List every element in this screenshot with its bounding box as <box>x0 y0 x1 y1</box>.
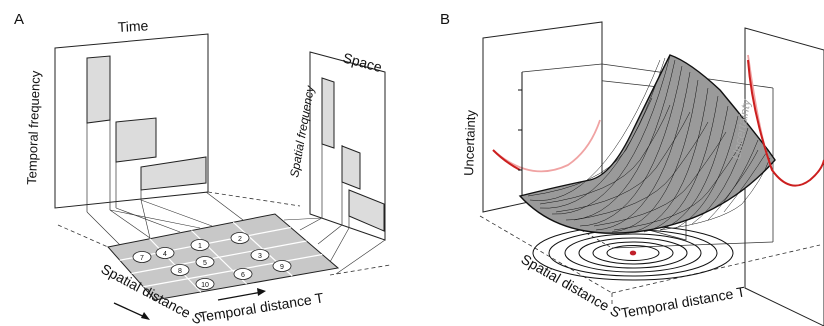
grid-circles: 7 4 1 2 8 5 3 6 9 10 <box>132 232 292 290</box>
grid-circle: 9 <box>272 260 292 272</box>
grid-circle: 2 <box>230 232 250 244</box>
floor-dashed-line <box>329 264 391 276</box>
uncertainty-axis-ticks <box>518 72 523 196</box>
svg-text:5: 5 <box>203 260 207 267</box>
panel-b-letter: B <box>440 11 450 28</box>
space-frequency-box <box>348 189 385 232</box>
temporal-distance-label: Temporal distance T <box>198 289 325 325</box>
svg-text:1: 1 <box>198 243 202 250</box>
contour-lines <box>532 225 734 281</box>
projection-curve-left-light <box>492 119 601 173</box>
projection-curve-right-dark <box>747 59 824 187</box>
time-frequency-box <box>140 156 207 191</box>
panel-a-letter: A <box>14 11 24 28</box>
grid-circle: 5 <box>195 256 215 268</box>
floor-dashed-line <box>207 191 301 207</box>
time-title: Time <box>117 17 149 35</box>
cube-edge <box>521 63 603 73</box>
panel-a: A Time Temporal frequency Space Spatial … <box>14 11 391 326</box>
grid-circle: 1 <box>190 239 210 251</box>
right-wall <box>744 27 824 326</box>
surface-mesh <box>527 55 771 234</box>
floor-dashed-line <box>57 224 109 248</box>
surface-shape <box>518 54 776 234</box>
svg-text:6: 6 <box>241 272 245 279</box>
projection-lines <box>86 191 386 275</box>
time-frequency-box <box>86 55 111 124</box>
cube-edge <box>611 241 774 249</box>
grid-circle: 10 <box>195 278 215 290</box>
svg-text:3: 3 <box>258 253 262 260</box>
spatial-distance-arrow <box>113 302 150 320</box>
grid-circle: 8 <box>170 264 190 276</box>
uncertainty-label: Uncertainty <box>461 109 478 176</box>
b-temporal-distance-label: Temporal distance T <box>620 283 747 321</box>
svg-text:10: 10 <box>201 282 209 289</box>
grid-circle: 6 <box>233 268 253 280</box>
floor-frame <box>479 215 821 305</box>
svg-text:2: 2 <box>238 236 242 243</box>
grid-circle: 4 <box>155 247 175 259</box>
panel-b: B <box>440 11 824 326</box>
space-frequency-box <box>321 77 335 149</box>
svg-text:4: 4 <box>163 251 167 258</box>
svg-text:9: 9 <box>280 264 284 271</box>
temporal-distance-arrow <box>217 288 266 301</box>
grid-circle: 3 <box>250 249 270 261</box>
svg-text:7: 7 <box>140 255 144 262</box>
grid-circle: 7 <box>132 251 152 263</box>
minimum-dot <box>629 250 637 256</box>
uncertainty-surface <box>518 54 776 234</box>
temporal-frequency-label: Temporal frequency <box>24 70 43 185</box>
svg-text:8: 8 <box>178 268 182 275</box>
space-frequency-box <box>341 145 361 190</box>
time-frequency-box <box>115 117 157 163</box>
projection-curve-left-dark <box>492 149 521 171</box>
